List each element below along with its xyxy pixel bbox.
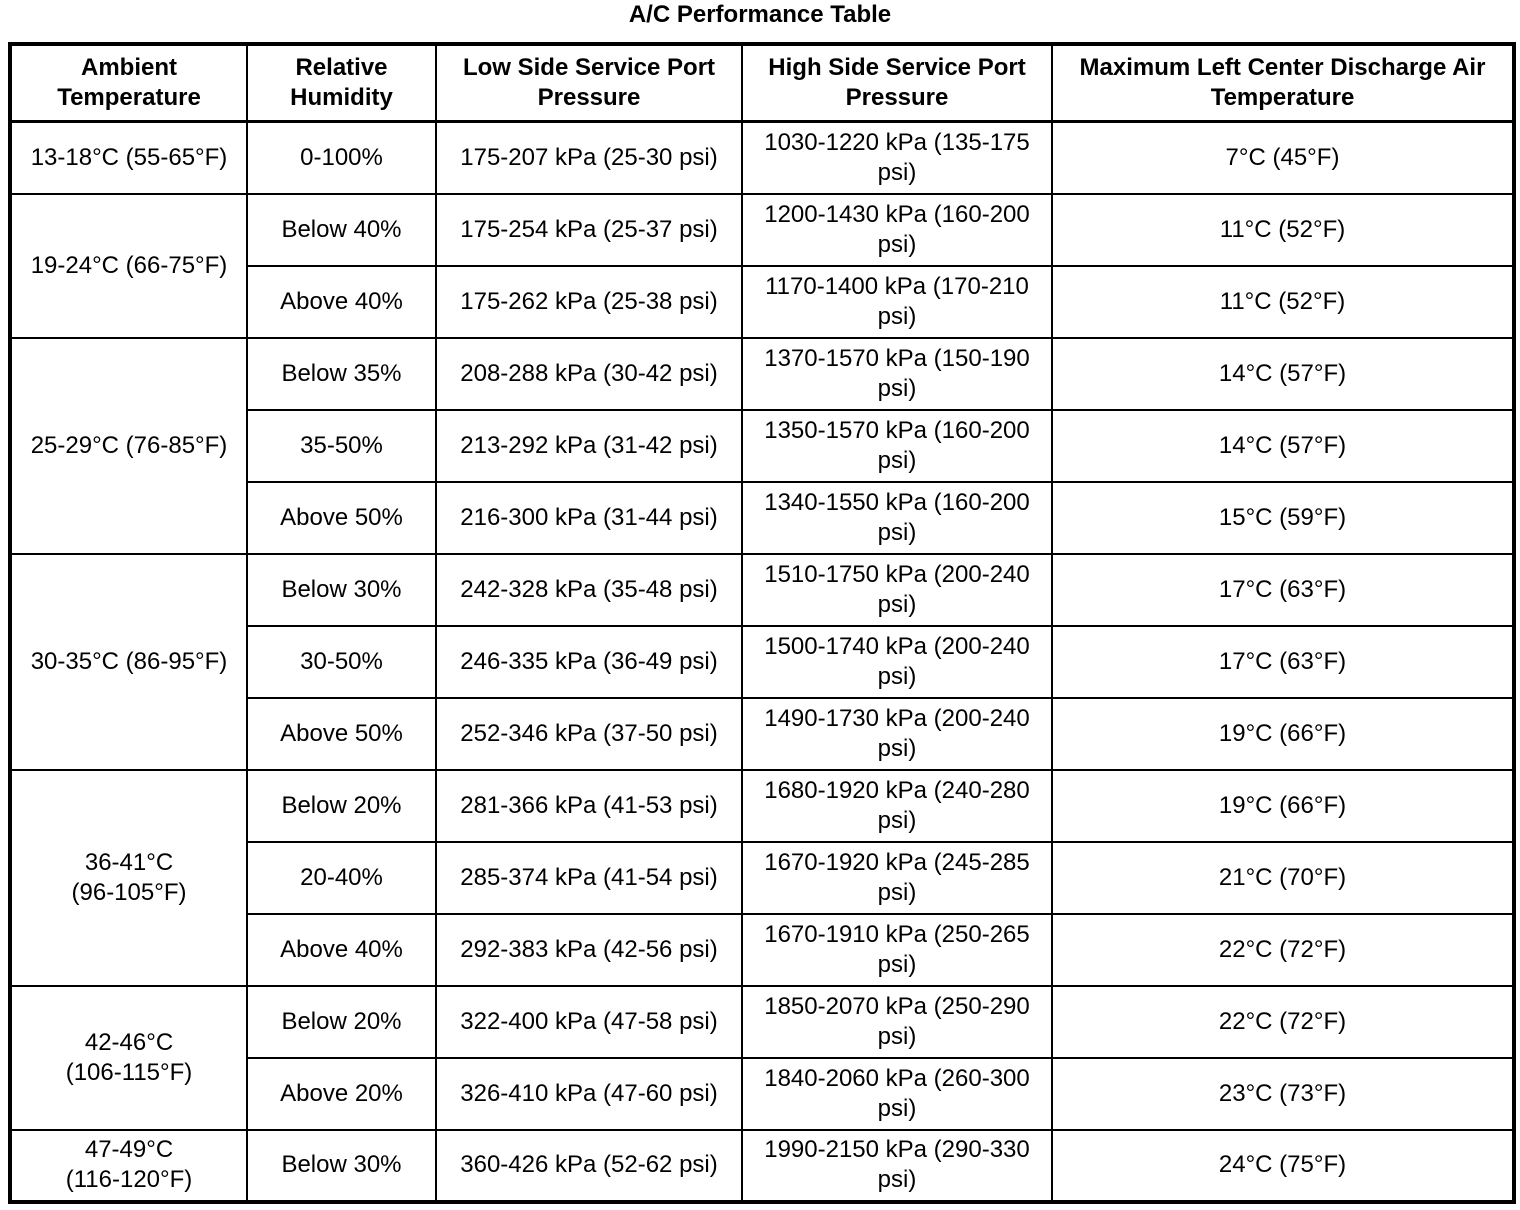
ambient-cell: 19-24°C (66-75°F) bbox=[9, 192, 248, 339]
discharge-temp-cell: 19°C (66°F) bbox=[1051, 696, 1515, 771]
table-row: 25-29°C (76-85°F) Below 35% 208-288 kPa … bbox=[9, 336, 1515, 555]
low-side-pressure-cell: 360-426 kPa (52-62 psi) bbox=[435, 1128, 743, 1203]
low-side-pressure-cell: 252-346 kPa (37-50 psi) bbox=[435, 696, 743, 771]
high-side-pressure-cell: 1370-1570 kPa (150-190 psi) bbox=[741, 336, 1053, 411]
discharge-temp-cell: 11°C (52°F) bbox=[1051, 192, 1515, 267]
humidity-cell: Above 20% bbox=[246, 1056, 437, 1131]
header-row: Ambient Temperature Relative Humidity Lo… bbox=[9, 43, 1515, 123]
table-row: 47-49°C (116-120°F) Below 30% 360-426 kP… bbox=[9, 1128, 1515, 1203]
high-side-pressure-cell: 1670-1920 kPa (245-285 psi) bbox=[741, 840, 1053, 915]
table-row: Above 50% 216-300 kPa (31-44 psi) 1340-1… bbox=[10, 480, 1515, 555]
high-side-pressure-cell: 1850-2070 kPa (250-290 psi) bbox=[741, 984, 1053, 1059]
humidity-cell: 0-100% bbox=[246, 120, 437, 195]
humidity-cell: Above 50% bbox=[246, 696, 437, 771]
humidity-cell: 30-50% bbox=[246, 624, 437, 699]
low-side-pressure-cell: 213-292 kPa (31-42 psi) bbox=[435, 408, 743, 483]
col-header-max-discharge-temp: Maximum Left Center Discharge Air Temper… bbox=[1051, 43, 1515, 123]
high-side-pressure-cell: 1340-1550 kPa (160-200 psi) bbox=[741, 480, 1053, 555]
high-side-pressure-cell: 1030-1220 kPa (135-175 psi) bbox=[741, 120, 1053, 195]
table-title: A/C Performance Table bbox=[628, 1, 892, 28]
discharge-temp-cell: 7°C (45°F) bbox=[1051, 120, 1515, 195]
high-side-pressure-cell: 1200-1430 kPa (160-200 psi) bbox=[741, 192, 1053, 267]
low-side-pressure-cell: 208-288 kPa (30-42 psi) bbox=[435, 336, 743, 411]
table-row: 13-18°C (55-65°F) 0-100% 175-207 kPa (25… bbox=[9, 120, 1515, 195]
table-row: 35-50% 213-292 kPa (31-42 psi) 1350-1570… bbox=[10, 408, 1515, 483]
ambient-cell: 30-35°C (86-95°F) bbox=[9, 552, 248, 771]
discharge-temp-cell: 17°C (63°F) bbox=[1051, 552, 1515, 627]
humidity-cell: Below 30% bbox=[246, 552, 437, 627]
ambient-cell: 13-18°C (55-65°F) bbox=[9, 120, 248, 195]
low-side-pressure-cell: 216-300 kPa (31-44 psi) bbox=[435, 480, 743, 555]
low-side-pressure-cell: 281-366 kPa (41-53 psi) bbox=[435, 768, 743, 843]
ambient-cell: 47-49°C (116-120°F) bbox=[9, 1128, 248, 1203]
high-side-pressure-cell: 1490-1730 kPa (200-240 psi) bbox=[741, 696, 1053, 771]
table-row: 42-46°C (106-115°F) Below 20% 322-400 kP… bbox=[9, 984, 1515, 1131]
high-side-pressure-cell: 1500-1740 kPa (200-240 psi) bbox=[741, 624, 1053, 699]
low-side-pressure-cell: 322-400 kPa (47-58 psi) bbox=[435, 984, 743, 1059]
ac-performance-table: Ambient Temperature Relative Humidity Lo… bbox=[8, 42, 1516, 1204]
col-header-low-side-pressure: Low Side Service Port Pressure bbox=[435, 43, 743, 123]
discharge-temp-cell: 22°C (72°F) bbox=[1051, 912, 1515, 987]
humidity-cell: Below 20% bbox=[246, 984, 437, 1059]
low-side-pressure-cell: 292-383 kPa (42-56 psi) bbox=[435, 912, 743, 987]
humidity-cell: 35-50% bbox=[246, 408, 437, 483]
table-row: Above 20% 326-410 kPa (47-60 psi) 1840-2… bbox=[10, 1056, 1515, 1131]
discharge-temp-cell: 23°C (73°F) bbox=[1051, 1056, 1515, 1131]
discharge-temp-cell: 11°C (52°F) bbox=[1051, 264, 1515, 339]
ambient-cell: 36-41°C (96-105°F) bbox=[9, 768, 248, 987]
low-side-pressure-cell: 175-207 kPa (25-30 psi) bbox=[435, 120, 743, 195]
low-side-pressure-cell: 246-335 kPa (36-49 psi) bbox=[435, 624, 743, 699]
humidity-cell: Below 30% bbox=[246, 1128, 437, 1203]
high-side-pressure-cell: 1990-2150 kPa (290-330 psi) bbox=[741, 1128, 1053, 1203]
humidity-cell: Above 40% bbox=[246, 912, 437, 987]
ambient-cell: 25-29°C (76-85°F) bbox=[9, 336, 248, 555]
high-side-pressure-cell: 1680-1920 kPa (240-280 psi) bbox=[741, 768, 1053, 843]
discharge-temp-cell: 17°C (63°F) bbox=[1051, 624, 1515, 699]
humidity-cell: Below 40% bbox=[246, 192, 437, 267]
col-header-relative-humidity: Relative Humidity bbox=[246, 43, 437, 123]
high-side-pressure-cell: 1670-1910 kPa (250-265 psi) bbox=[741, 912, 1053, 987]
low-side-pressure-cell: 242-328 kPa (35-48 psi) bbox=[435, 552, 743, 627]
discharge-temp-cell: 14°C (57°F) bbox=[1051, 408, 1515, 483]
discharge-temp-cell: 24°C (75°F) bbox=[1051, 1128, 1515, 1203]
discharge-temp-cell: 14°C (57°F) bbox=[1051, 336, 1515, 411]
humidity-cell: 20-40% bbox=[246, 840, 437, 915]
ambient-cell: 42-46°C (106-115°F) bbox=[9, 984, 248, 1131]
discharge-temp-cell: 21°C (70°F) bbox=[1051, 840, 1515, 915]
discharge-temp-cell: 15°C (59°F) bbox=[1051, 480, 1515, 555]
table-row: 36-41°C (96-105°F) Below 20% 281-366 kPa… bbox=[9, 768, 1515, 987]
low-side-pressure-cell: 175-262 kPa (25-38 psi) bbox=[435, 264, 743, 339]
col-header-ambient-temperature: Ambient Temperature bbox=[9, 43, 248, 123]
humidity-cell: Below 20% bbox=[246, 768, 437, 843]
high-side-pressure-cell: 1510-1750 kPa (200-240 psi) bbox=[741, 552, 1053, 627]
humidity-cell: Below 35% bbox=[246, 336, 437, 411]
table-row: 30-35°C (86-95°F) Below 30% 242-328 kPa … bbox=[9, 552, 1515, 771]
high-side-pressure-cell: 1350-1570 kPa (160-200 psi) bbox=[741, 408, 1053, 483]
col-header-high-side-pressure: High Side Service Port Pressure bbox=[741, 43, 1053, 123]
discharge-temp-cell: 19°C (66°F) bbox=[1051, 768, 1515, 843]
humidity-cell: Above 50% bbox=[246, 480, 437, 555]
table-row: Above 40% 175-262 kPa (25-38 psi) 1170-1… bbox=[10, 264, 1515, 339]
table-row: 19-24°C (66-75°F) Below 40% 175-254 kPa … bbox=[9, 192, 1515, 339]
high-side-pressure-cell: 1170-1400 kPa (170-210 psi) bbox=[741, 264, 1053, 339]
low-side-pressure-cell: 326-410 kPa (47-60 psi) bbox=[435, 1056, 743, 1131]
table-row: 30-50% 246-335 kPa (36-49 psi) 1500-1740… bbox=[10, 624, 1515, 699]
high-side-pressure-cell: 1840-2060 kPa (260-300 psi) bbox=[741, 1056, 1053, 1131]
humidity-cell: Above 40% bbox=[246, 264, 437, 339]
table-row: Above 40% 292-383 kPa (42-56 psi) 1670-1… bbox=[10, 912, 1515, 987]
low-side-pressure-cell: 285-374 kPa (41-54 psi) bbox=[435, 840, 743, 915]
table-row: 20-40% 285-374 kPa (41-54 psi) 1670-1920… bbox=[10, 840, 1515, 915]
table-row: Above 50% 252-346 kPa (37-50 psi) 1490-1… bbox=[10, 696, 1515, 771]
low-side-pressure-cell: 175-254 kPa (25-37 psi) bbox=[435, 192, 743, 267]
discharge-temp-cell: 22°C (72°F) bbox=[1051, 984, 1515, 1059]
